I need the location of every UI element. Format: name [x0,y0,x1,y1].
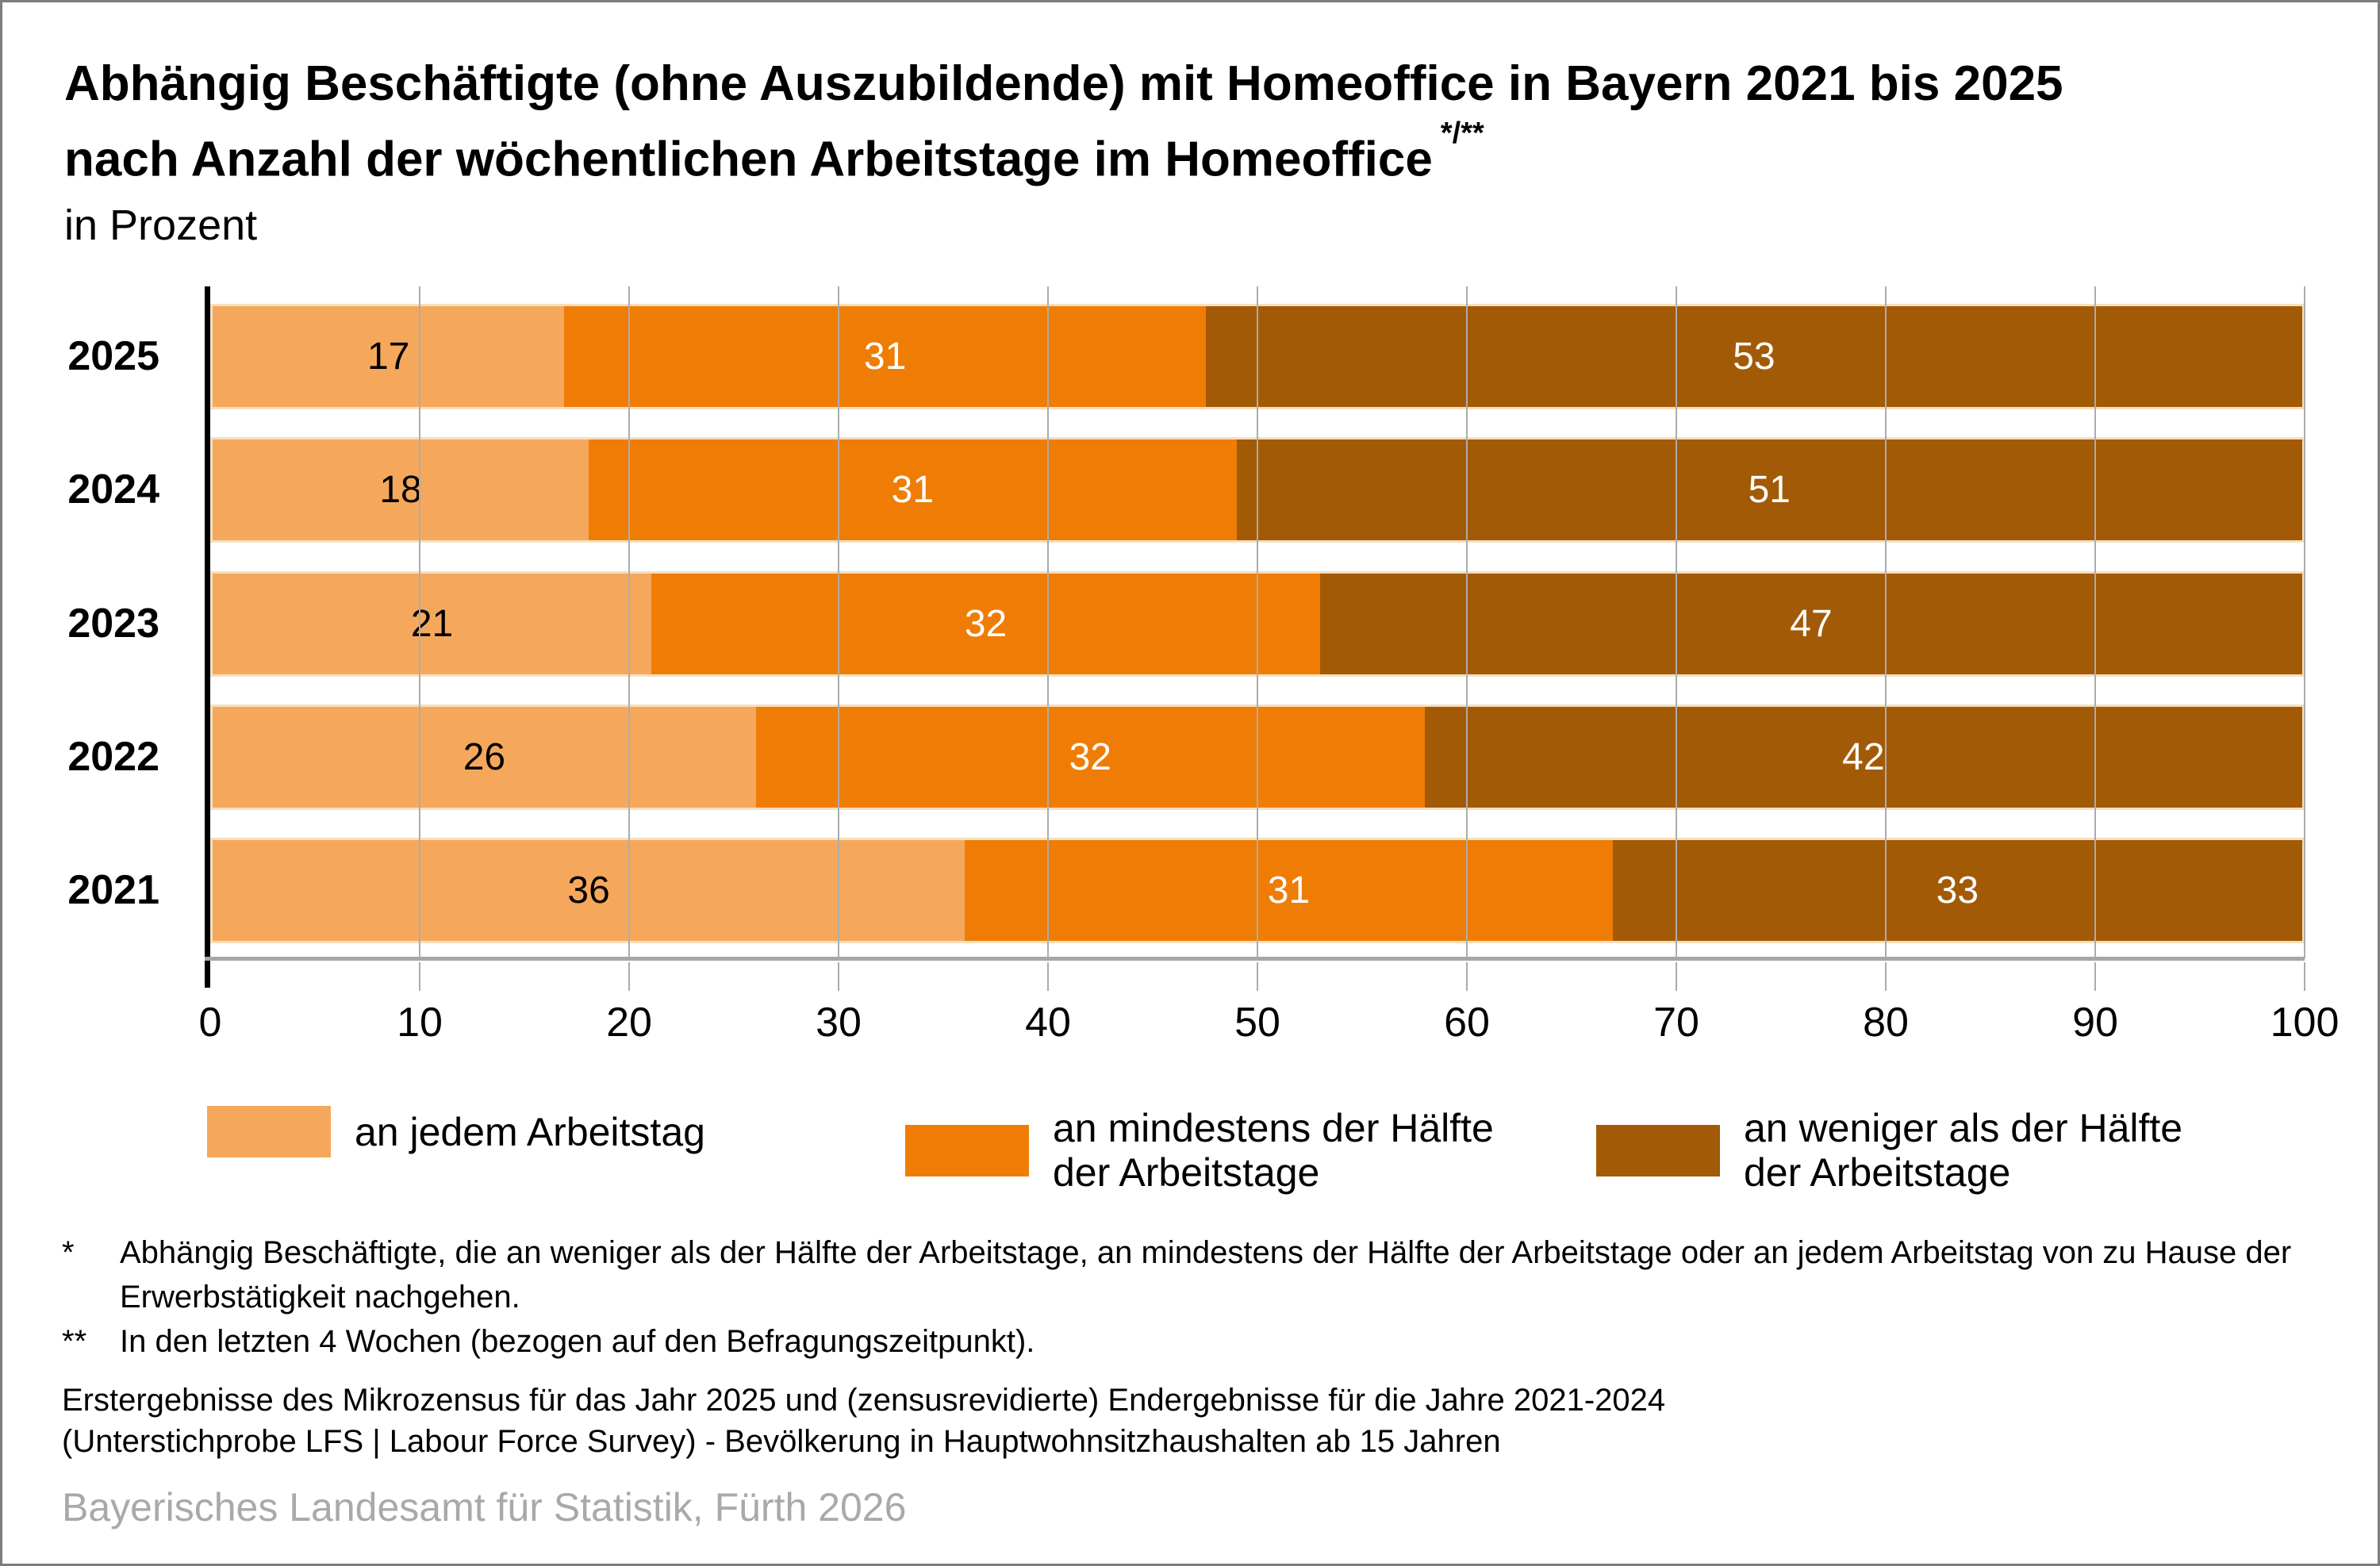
value-label: 51 [1748,469,1791,512]
tick-mark-80 [1885,962,1887,991]
legend-item-3: an weniger als der Hälfte der Arbeitstage [1596,1106,2182,1195]
x-tick-label-40: 40 [1025,1000,1071,1046]
bar-segment-2024-s2: 31 [589,439,1237,541]
category-label-2024: 2024 [67,466,159,513]
gridline-90 [2094,286,2096,958]
legend-swatch-3 [1596,1124,1720,1176]
footnote-1-text: Abhängig Beschäftigte, die an weniger al… [120,1235,2292,1315]
gridline-70 [1676,286,1677,958]
legend-label-3: an weniger als der Hälfte der Arbeitstage [1744,1106,2183,1195]
value-label: 21 [410,602,454,645]
value-label: 32 [1069,735,1111,778]
value-label: 33 [1936,869,1979,912]
value-label: 17 [367,336,410,378]
bar-segment-2024-s3: 51 [1236,439,2302,541]
value-label: 32 [964,602,1008,645]
bar-segment-2025-s1: 17 [213,306,565,407]
source-line1: Erstergebnisse des Mikrozensus für das J… [62,1383,1666,1418]
value-label: 36 [567,869,610,912]
footnote-1-marker: * [62,1235,75,1270]
x-tick-label-10: 10 [397,1000,443,1046]
footnote-1: * Abhängig Beschäftigte, die an weniger … [62,1230,2347,1319]
gridline-40 [1047,286,1049,958]
x-tick-label-0: 0 [198,1000,222,1046]
category-label-2021: 2021 [67,867,159,913]
x-tick-label-90: 90 [2072,1000,2118,1046]
x-tick-label-20: 20 [606,1000,652,1046]
bar-segment-2024-s1: 18 [213,439,589,541]
gridline-10 [419,286,420,958]
category-label-2022: 2022 [67,733,159,780]
value-label: 31 [891,469,935,512]
footnotes: * Abhängig Beschäftigte, die an weniger … [62,1230,2347,1364]
bar-segment-2021-s1: 36 [213,840,965,941]
value-label: 31 [863,336,907,378]
chart-subtitle: in Prozent [64,201,258,249]
bar-segment-2021-s2: 31 [965,840,1613,941]
gridline-60 [1466,286,1468,958]
bar-row-2021: 2021 36 31 33 [67,838,2305,943]
tick-mark-30 [838,962,839,991]
category-label-2023: 2023 [67,600,159,647]
category-label-2025: 2025 [67,333,159,379]
footnote-2-marker: ** [62,1324,87,1359]
value-label: 42 [1842,735,1885,778]
bar-segment-2023-s2: 32 [651,573,1320,674]
value-label: 53 [1733,336,1775,378]
gridline-20 [628,286,630,958]
legend-label-2: an mindestens der Hälfte der Arbeitstage [1053,1106,1494,1195]
y-axis-line [205,286,210,988]
x-tick-label-70: 70 [1653,1000,1699,1046]
tick-mark-50 [1257,962,1258,991]
gridline-50 [1257,286,1258,958]
legend-swatch-1 [207,1106,331,1157]
bar-row-2025: 2025 17 31 53 [67,304,2305,409]
tick-mark-40 [1047,962,1049,991]
source-line2: (Unterstichprobe LFS | Labour Force Surv… [62,1424,1501,1459]
tick-mark-70 [1676,962,1677,991]
source-note: Erstergebnisse des Mikrozensus für das J… [62,1380,2347,1462]
legend-item-1: an jedem Arbeitstag [207,1106,705,1157]
bar-segment-2023-s1: 21 [213,573,652,674]
chart-title-line2-text: nach Anzahl der wöchentlichen Arbeitstag… [64,132,1433,187]
legend-swatch-2 [905,1124,1029,1176]
value-label: 31 [1267,869,1311,912]
title-footnote-marker: */** [1440,117,1484,150]
footnote-2: ** In den letzten 4 Wochen (bezogen auf … [62,1319,2347,1364]
x-tick-label-50: 50 [1234,1000,1280,1046]
bar-segment-2022-s3: 42 [1424,706,2302,808]
value-label: 47 [1790,602,1833,645]
x-tick-label-80: 80 [1863,1000,1909,1046]
footnote-2-text: In den letzten 4 Wochen (bezogen auf den… [120,1324,1035,1359]
value-label: 18 [379,469,422,512]
tick-mark-20 [628,962,630,991]
tick-mark-60 [1466,962,1468,991]
x-axis-line [205,957,2305,961]
gridline-100 [2304,286,2305,958]
bar-segment-2023-s3: 47 [1320,573,2302,674]
title-block: Abhängig Beschäftigte (ohne Auszubildend… [64,52,2063,258]
bar-segment-2022-s1: 26 [213,706,756,808]
bar-segment-2025-s2: 31 [564,306,1206,407]
chart-title-line1: Abhängig Beschäftigte (ohne Auszubildend… [64,56,2063,111]
bar-segment-2025-s3: 53 [1205,306,2302,407]
gridline-30 [838,286,839,958]
bar-segment-2022-s2: 32 [755,706,1425,808]
tick-mark-90 [2094,962,2096,991]
publisher-footer: Bayerisches Landesamt für Statistik, Für… [62,1485,907,1530]
tick-mark-10 [419,962,420,991]
legend-label-1: an jedem Arbeitstag [355,1109,705,1154]
bar-segment-2021-s3: 33 [1612,840,2302,941]
plot-area: 2025 17 31 53 2024 18 31 51 2023 21 32 47 2022 26 32 42… [67,286,2339,1046]
gridline-80 [1885,286,1887,958]
x-tick-label-60: 60 [1444,1000,1490,1046]
x-tick-label-30: 30 [816,1000,862,1046]
chart-title-line2: nach Anzahl der wöchentlichen Arbeitstag… [64,117,2063,193]
tick-mark-100 [2304,962,2305,991]
value-label: 26 [463,735,506,778]
x-tick-label-100: 100 [2270,1000,2340,1046]
legend-item-2: an mindestens der Hälfte der Arbeitstage [905,1106,1494,1195]
